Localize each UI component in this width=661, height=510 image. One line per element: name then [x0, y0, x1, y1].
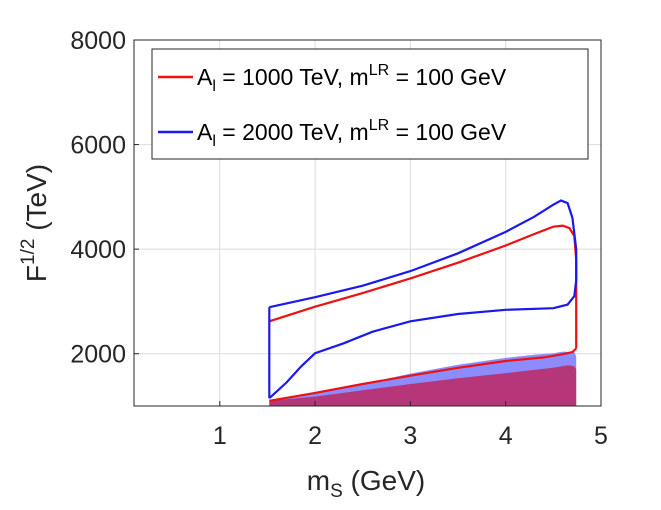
x-tick-label-1: 2	[308, 422, 322, 450]
y-axis-title-unit: (TeV)	[21, 164, 52, 239]
blue-upper-curve	[269, 199, 578, 309]
x-axis-title: mS (GeV)	[307, 465, 425, 502]
y-axis-title-superscript: 1/2	[18, 239, 39, 265]
x-axis-title-subscript: S	[330, 481, 343, 502]
legend-entry-red-subscript: l	[212, 78, 216, 95]
excluded-regions	[269, 351, 577, 406]
legend: Al = 1000 TeV, mLR = 100 GeV Al = 2000 T…	[151, 48, 589, 160]
y-tick-label-2: 6000	[70, 132, 126, 160]
y-tick-label-0: 2000	[70, 341, 126, 369]
contour-curves	[268, 199, 578, 402]
plot-frame	[133, 39, 602, 407]
y-tick-label-1: 4000	[70, 236, 126, 264]
x-tick-label-3: 4	[499, 422, 513, 450]
legend-entry-blue: Al = 2000 TeV, mLR = 100 GeV	[197, 117, 507, 150]
blue-inner-curve	[268, 280, 578, 400]
fill-region-fill_magenta	[269, 365, 577, 406]
red-upper-curve	[268, 224, 578, 323]
x-tick-label-2: 3	[403, 422, 417, 450]
legend-entry-blue-superscript: LR	[369, 117, 389, 134]
legend-entry-blue-subscript: l	[212, 133, 216, 150]
red-lower-curve	[269, 347, 577, 402]
y-tick-label-3: 8000	[70, 27, 126, 55]
y-axis-title: F1/2 (TeV)	[18, 164, 52, 282]
tick-labels: 1 2 3 4 5 2000 4000 6000 8000	[70, 27, 608, 450]
axis-ticks	[134, 39, 602, 406]
legend-entry-red-superscript: LR	[369, 62, 389, 79]
x-tick-label-0: 1	[213, 422, 227, 450]
x-tick-label-4: 5	[594, 422, 608, 450]
legend-entry-red: Al = 1000 TeV, mLR = 100 GeV	[197, 62, 507, 95]
x-axis-title-unit: (GeV)	[343, 465, 425, 496]
legend-box	[151, 48, 589, 160]
